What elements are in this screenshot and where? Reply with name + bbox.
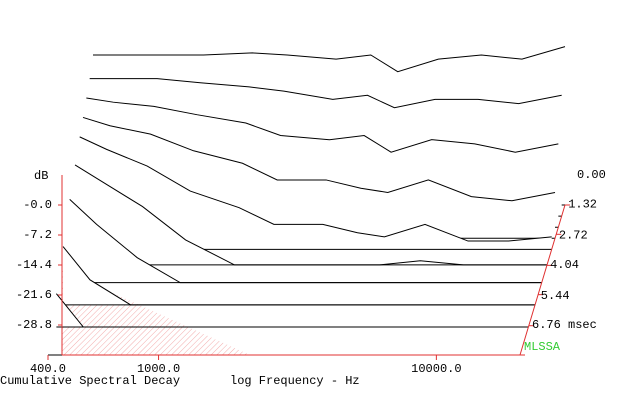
z-tick-label: 1.32: [568, 197, 597, 211]
y-tick-label: -14.4: [16, 258, 52, 272]
decay-slice: [82, 116, 556, 202]
chart-title: Cumulative Spectral Decay: [0, 374, 180, 388]
plot: [48, 46, 566, 356]
z-tick-label: 5.44: [541, 289, 570, 303]
decay-slice: [74, 164, 548, 266]
decay-slice: [89, 78, 562, 109]
decay-slice: [55, 293, 529, 328]
y-axis-label: dB: [34, 169, 48, 183]
decay-slice: [86, 97, 559, 153]
y-tick-label: -7.2: [23, 228, 52, 242]
z-tick-label: 4.04: [550, 258, 579, 272]
z-tick-label: 2.72: [559, 229, 588, 243]
slice-mask: [63, 246, 536, 305]
decay-slice: [93, 46, 566, 73]
decay-slice: [62, 246, 536, 306]
x-axis-label: log Frequency - Hz: [230, 374, 360, 388]
decay-slice: [79, 136, 552, 242]
z-tick-label: 6.76 msec: [532, 318, 597, 332]
y-tick-label: -0.0: [23, 198, 52, 212]
x-tick-label: 400.0: [30, 362, 66, 376]
y-tick-label: -21.6: [16, 288, 52, 302]
decay-slice: [69, 198, 542, 284]
z-axis: [519, 204, 566, 356]
x-tick-label: 1000.0: [137, 362, 180, 376]
x-tick-label: 10000.0: [411, 362, 461, 376]
slice-mask: [79, 136, 552, 250]
slice-mask: [69, 199, 542, 283]
z-tick-label: 0.00: [577, 168, 606, 182]
brand: MLSSA: [524, 340, 561, 354]
y-tick-label: -28.8: [16, 318, 52, 332]
